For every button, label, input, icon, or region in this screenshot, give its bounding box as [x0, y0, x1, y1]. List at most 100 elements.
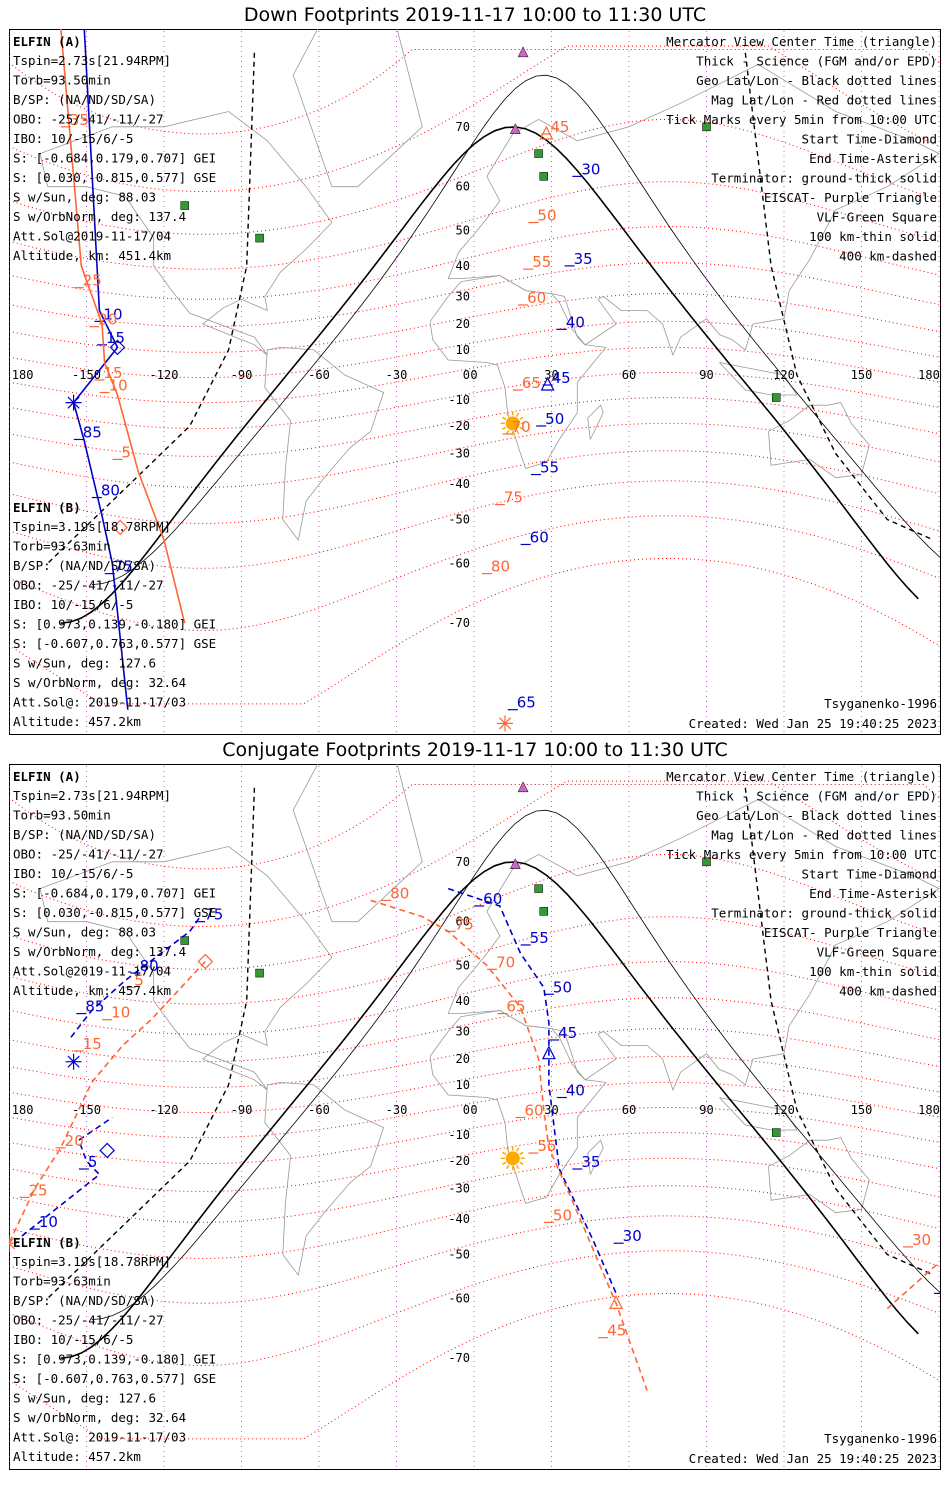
elfin-b-line: S w/Sun, deg: 127.6 — [13, 656, 156, 671]
mag-parallel — [9, 45, 940, 192]
mag-parallel — [9, 1185, 940, 1259]
lat-tick-label: 20 — [456, 1052, 470, 1066]
track-tick-label: 20 — [65, 1132, 84, 1150]
lat-tick-label: 50 — [456, 223, 470, 237]
vlf-square — [180, 936, 189, 945]
terminator-100km — [91, 809, 941, 1320]
legend-item: End Time-Asterisk — [809, 886, 937, 901]
land-outline — [264, 1081, 385, 1277]
legend-item: Thick - Science (FGM and/or EPD) — [696, 54, 937, 69]
mag-parallel — [9, 1293, 940, 1440]
mag-parallel — [9, 49, 940, 135]
lon-tick-label: 120 — [773, 1103, 795, 1117]
lon-tick-label: -60 — [308, 368, 330, 382]
lon-tick-label: 0 — [470, 368, 477, 382]
lon-tick-label: -180 — [9, 1103, 33, 1117]
elfin-b-line: IBO: 10/-15/6/-5 — [13, 597, 133, 612]
track-tick-label: 60 — [530, 528, 549, 546]
track-tick-label: 30 — [581, 160, 600, 178]
eiscat-triangle — [509, 123, 521, 134]
elfin-b-info: ELFIN (B) Tspin=3.19s[18.78RPM] Torb=93.63… — [13, 1235, 216, 1464]
land-outline — [292, 764, 423, 923]
elfin-a-title: ELFIN (A) — [13, 769, 81, 784]
legend-item: VLF-Green Square — [817, 945, 937, 960]
track-tick-label: 45 — [552, 369, 571, 387]
track-tick-label: 80 — [140, 957, 159, 975]
track-tick-label: 20 — [98, 311, 117, 329]
elfin-b-title: ELFIN (B) — [13, 1235, 81, 1250]
coastlines — [39, 29, 940, 542]
elfin-b-line: S: [-0.607,0.763,0.577] GSE — [13, 1371, 216, 1386]
track-east — [370, 899, 648, 1391]
panel-title-down: Down Footprints 2019-11-17 10:00 to 11:3… — [243, 4, 707, 26]
mag-grid — [9, 780, 940, 1440]
elfin-a-line: Att.Sol@2019-11-17/04 — [13, 964, 171, 979]
lon-tick-label: -150 — [72, 1103, 101, 1117]
vlf-square — [772, 1128, 781, 1137]
lat-tick-label: 60 — [456, 180, 470, 194]
track-tick-label: 70 — [496, 953, 515, 971]
elfin-a-line: S: [-0.684,0.179,0.707] GEI — [13, 886, 216, 901]
mag-parallel — [9, 1081, 940, 1139]
track-tick-label: 40 — [566, 313, 585, 331]
mag-parallel — [9, 997, 940, 1063]
track-tick-label: 45 — [607, 1322, 626, 1340]
vlf-square — [534, 884, 543, 893]
elfin-a-info: ELFIN (A) Tspin=2.73s[21.94RPM] Torb=93.50… — [13, 769, 216, 998]
elfin-b-line: S w/OrbNorm, deg: 32.64 — [13, 675, 186, 690]
terminator — [47, 787, 941, 1359]
elfin-b-line: B/SP: (NA/ND/SD/SA) — [13, 1293, 156, 1308]
track-tick-label: 75 — [114, 558, 133, 576]
track-tick-label: 60 — [527, 289, 546, 307]
elfin-a-line: S w/Sun, deg: 88.03 — [13, 925, 156, 940]
lat-tick-label: -30 — [448, 447, 470, 461]
land-outline — [429, 275, 607, 469]
elfin-a-line: B/SP: (NA/ND/SD/SA) — [13, 92, 156, 107]
track-tick-label: 85 — [83, 423, 102, 441]
track-tick-label: 50 — [537, 207, 556, 225]
track-tick-label: 55 — [530, 929, 549, 947]
lon-tick-label: 150 — [851, 1103, 873, 1117]
elfin-a-track: 2530354045505560651510858075 — [65, 29, 600, 712]
elfin-b-line: Torb=93.63min — [13, 1274, 111, 1289]
vlf-square — [702, 122, 711, 132]
mag-parallel — [9, 397, 940, 457]
lat-tick-label: -20 — [448, 419, 470, 433]
elfin-a-track: 7580855106055504540353015 — [21, 887, 941, 1295]
mag-parallel — [9, 1132, 940, 1192]
lat-tick-label: 10 — [456, 1078, 470, 1092]
elfin-b-line: Torb=93.63min — [13, 539, 111, 554]
track-tick-label: 65 — [506, 998, 525, 1016]
lat-tick-label: 30 — [456, 289, 470, 303]
lat-tick-label: -50 — [448, 1248, 470, 1262]
mag-parallel — [9, 480, 940, 569]
mag-parallel — [9, 1028, 940, 1088]
land-outline — [292, 29, 423, 188]
track-west — [72, 29, 129, 710]
track-tick-label: 80 — [390, 884, 409, 902]
track-tick-label: 55 — [532, 253, 551, 271]
elfin-a-line: S w/OrbNorm, deg: 137.4 — [13, 209, 186, 224]
lon-tick-label: 150 — [851, 368, 873, 382]
model-label: Tsyganenko-1996 — [824, 1431, 937, 1446]
lon-tick-label: 60 — [622, 368, 636, 382]
elfin-b-line: Altitude: 457.2km — [13, 714, 141, 729]
elfin-a-line: Altitude, km: 451.4km — [13, 248, 171, 263]
elfin-b-line: S w/Sun, deg: 127.6 — [13, 1391, 156, 1406]
elfin-a-line: Tspin=2.73s[21.94RPM] — [13, 53, 171, 68]
lat-tick-label: 10 — [456, 343, 470, 357]
land-outline — [39, 111, 333, 356]
track-tick-label: 45 — [550, 118, 569, 136]
terminator-400km-east — [744, 787, 935, 1276]
mag-parallel — [9, 262, 940, 328]
track-tick-label: 75 — [504, 489, 523, 507]
mag-parallel — [9, 1055, 940, 1113]
elfin-b-line: S: [0.973,0.139,-0.180] GEI — [13, 617, 216, 632]
lat-tick-label: -10 — [448, 1128, 470, 1142]
elfin-a-line: Torb=93.50min — [13, 73, 111, 88]
elfin-b-line: S: [-0.607,0.763,0.577] GSE — [13, 636, 216, 651]
vlf-square — [255, 968, 264, 978]
lon-tick-label: 90 — [699, 1103, 713, 1117]
track-tick-label: 40 — [566, 1082, 585, 1100]
land-outline — [768, 1137, 870, 1214]
